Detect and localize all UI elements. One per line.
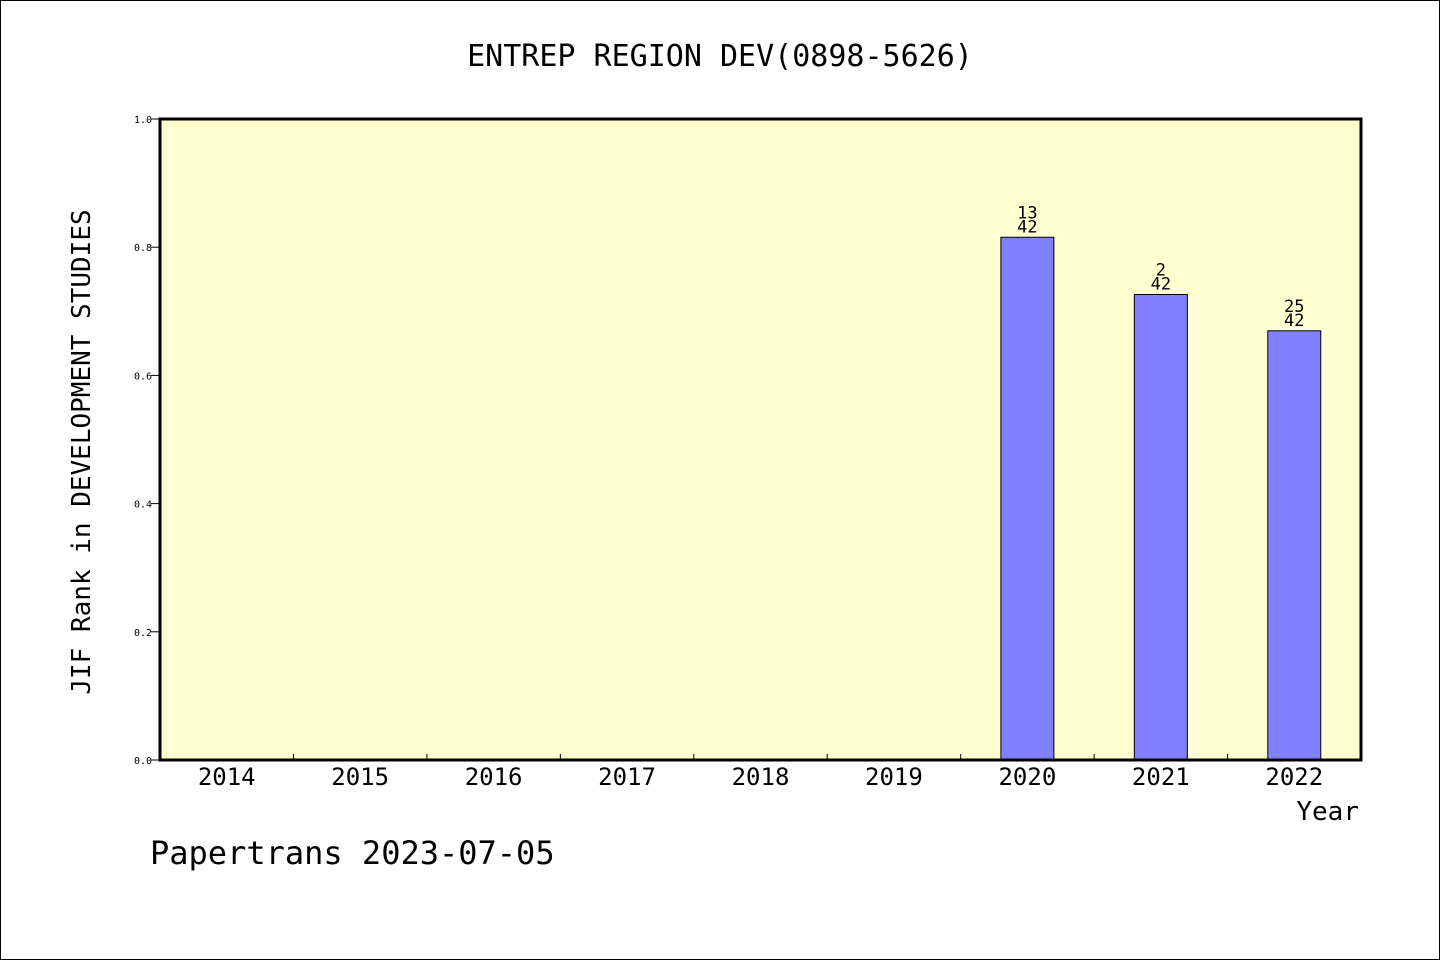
x-tick-label: 2022 — [1265, 763, 1323, 791]
bar-2021 — [1133, 294, 1188, 761]
y-axis-ticks: 0.0 0.2 0.4 0.6 0.8 1.0 — [134, 115, 160, 767]
y-tick-label: 0.8 — [134, 243, 152, 254]
y-tick-label: 0.2 — [134, 628, 152, 639]
x-tick-label: 2021 — [1132, 763, 1190, 791]
y-tick-label: 0.0 — [134, 756, 152, 767]
y-tick-label: 1.0 — [134, 115, 152, 126]
x-axis-label: Year — [1296, 797, 1359, 827]
bars — [1000, 236, 1322, 761]
bar-2022 — [1267, 330, 1322, 761]
chart-title: ENTREP REGION DEV(0898-5626) — [467, 39, 973, 74]
bar-label-total: 42 — [1151, 275, 1171, 295]
x-tick-label: 2020 — [998, 763, 1056, 791]
y-axis-label: JIF Rank in DEVELOPMENT STUDIES — [67, 209, 97, 694]
x-tick-label: 2016 — [465, 763, 523, 791]
y-tick-label: 0.4 — [134, 500, 152, 511]
plot-border — [158, 117, 1363, 762]
bar-label-total: 42 — [1017, 217, 1037, 237]
bar-2020 — [1000, 236, 1055, 761]
x-tick-label: 2015 — [331, 763, 389, 791]
x-tick-label: 2014 — [198, 763, 256, 791]
x-tick-label: 2017 — [598, 763, 656, 791]
bar-label-total: 42 — [1284, 311, 1304, 331]
bar-label-rank: 2 — [1156, 261, 1166, 281]
bar-label-rank: 13 — [1017, 203, 1037, 223]
x-tick-label: 2019 — [865, 763, 923, 791]
footer-credit: Papertrans 2023-07-05 — [150, 834, 555, 872]
x-tick-label: 2018 — [732, 763, 790, 791]
bar-label-rank: 25 — [1284, 297, 1304, 317]
x-axis-ticks: 2014 2015 2016 2017 2018 2019 2020 2021 2022 — [198, 754, 1323, 791]
y-tick-label: 0.6 — [134, 371, 152, 382]
